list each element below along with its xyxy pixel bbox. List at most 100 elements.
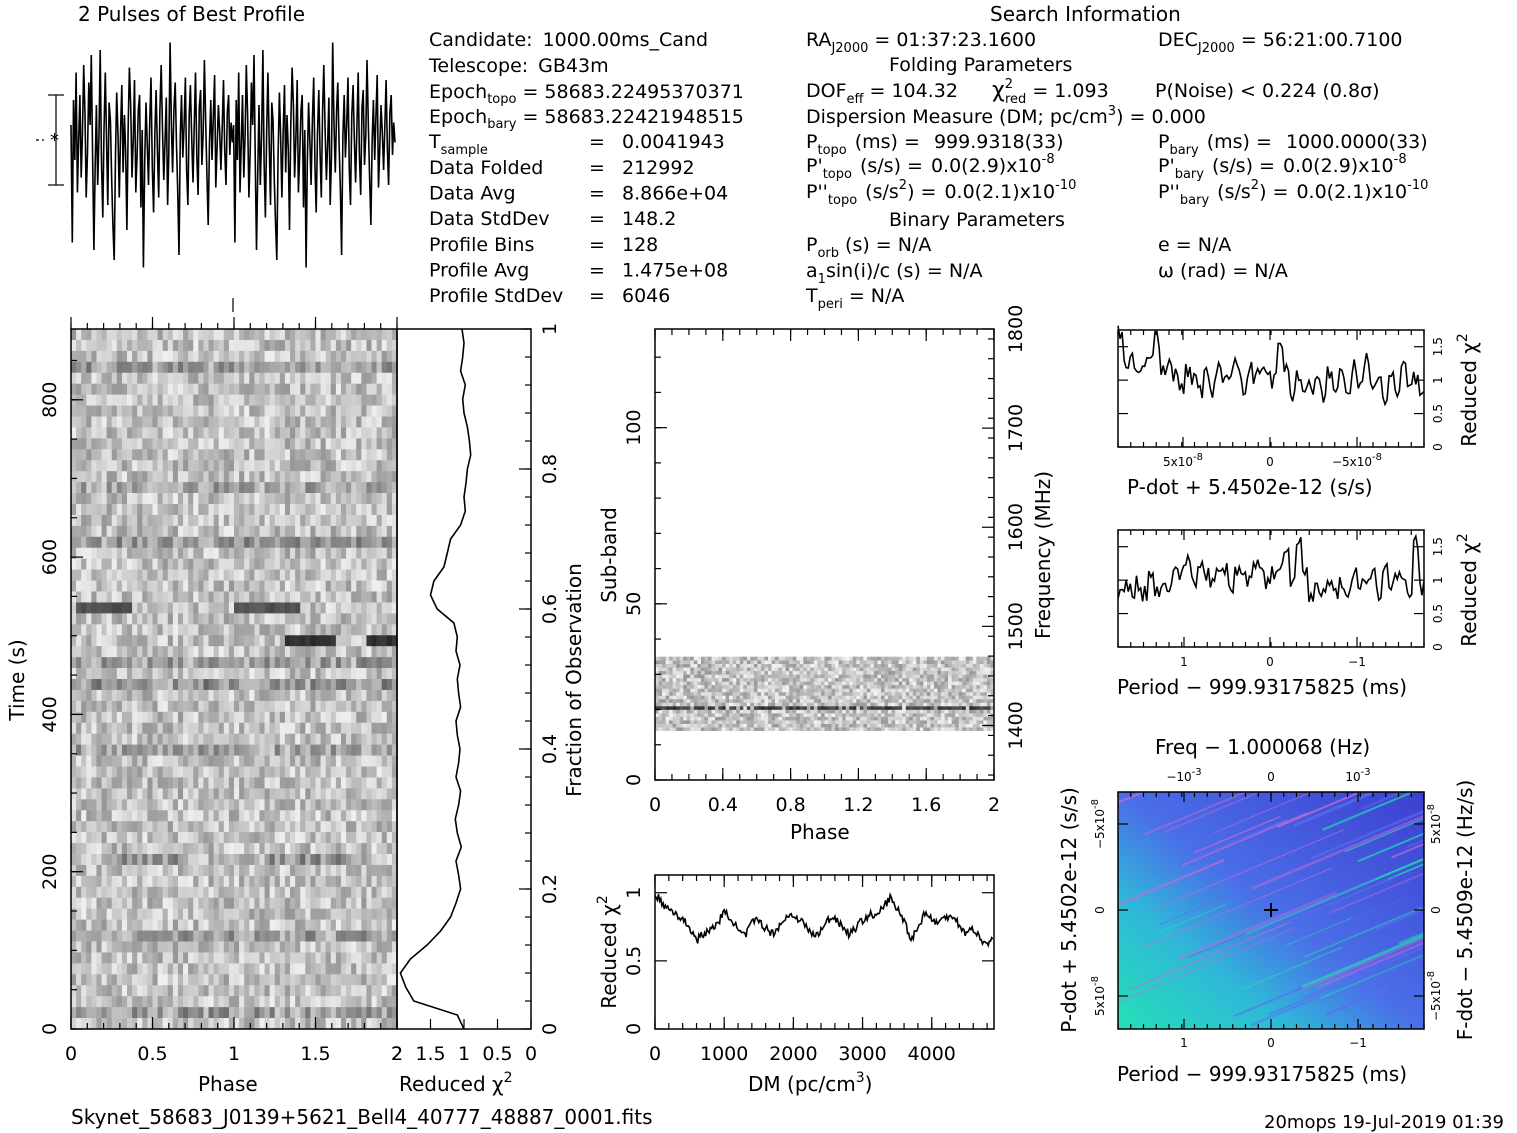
time-phase-cell [320,886,326,899]
time-phase-cell [81,427,87,439]
time-phase-cell [239,416,245,428]
time-phase-cell [335,460,342,472]
time-phase-cell [198,908,204,920]
time-phase-cell [340,372,347,384]
time-phase-cell [361,1007,367,1019]
time-phase-cell [284,372,291,384]
time-phase-cell [366,875,372,888]
time-phase-cell [106,832,113,844]
subband-cell [813,716,818,721]
time-phase-cell [325,766,332,778]
time-phase-cell [177,482,184,494]
time-phase-cell [325,843,332,855]
time-phase-cell [116,329,123,341]
time-phase-cell [223,514,230,527]
subband-cell [736,713,741,717]
time-phase-cell [193,1018,199,1030]
time-phase-cell [330,591,337,603]
time-phase-cell [290,547,296,559]
time-phase-cell [346,329,352,341]
time-phase-cell [172,952,179,964]
time-phase-cell [71,383,77,395]
time-phase-cell [264,788,270,800]
subband-cell [912,723,917,728]
subband-cell [778,720,783,724]
time-phase-cell [228,493,235,505]
time-phase-cell [325,350,332,363]
time-phase-cell [132,613,138,625]
time-phase-cell [279,733,286,745]
time-phase-cell [218,821,225,833]
time-phase-cell [218,689,225,702]
tperi-value: = N/A [849,285,905,307]
time-phase-cell [290,339,296,352]
time-phase-cell [127,482,133,494]
time-phase-cell [335,416,342,428]
time-phase-cell [305,558,311,570]
time-phase-cell [371,558,377,570]
time-phase-cell [162,788,169,800]
time-phase-cell [366,635,372,647]
time-phase-cell [137,471,143,483]
time-phase-cell [198,810,204,822]
time-phase-cell [264,777,270,789]
time-phase-cell [330,733,337,745]
time-chi-trace [399,328,472,1030]
time-phase-cell [351,635,357,647]
time-phase-cell [244,558,250,570]
time-phase-cell [91,897,97,909]
time-phase-cell [162,886,169,899]
time-phase-cell [244,613,250,625]
time-phase-cell [356,569,362,581]
time-phase-cell [223,558,230,570]
time-phase-cell [71,941,77,953]
time-phase-cell [213,602,220,614]
time-phase-cell [152,679,158,691]
time-phase-cell [198,602,204,614]
time-phase-cell [81,810,87,822]
time-phase-cell [315,613,321,625]
time-phase-cell [340,624,347,636]
subband-cell [983,716,988,721]
time-phase-cell [76,733,82,745]
time-phase-cell [356,558,362,570]
time-phase-cell [86,602,92,614]
time-phase-cell [386,919,393,931]
time-phase-cell [208,613,214,625]
time-phase-cell [259,886,265,899]
time-phase-cell [300,1018,306,1030]
time-phase-cell [325,558,332,570]
time-phase-cell [142,700,148,713]
time-phase-cell [310,394,316,406]
time-phase-cell [91,504,97,516]
pddbary-label: P'' [1158,181,1180,203]
time-phase-cell [142,329,148,341]
time-phase-cell [284,875,291,888]
time-phase-cell [351,963,357,975]
time-phase-cell [147,394,153,406]
subband-cell [958,713,963,717]
time-phase-cell [340,613,347,625]
time-phase-cell [76,821,82,833]
time-phase-cell [386,722,393,734]
time-phase-cell [137,547,143,559]
time-phase-cell [198,821,204,833]
time-phase-cell [203,766,209,778]
time-phase-cell [127,569,133,581]
time-phase-cell [351,591,357,603]
time-phase-cell [290,908,296,920]
subband-cell [704,716,709,721]
pdbary-sub: bary [1175,167,1205,182]
time-phase-cell [346,941,352,953]
time-phase-cell [188,919,194,931]
subband-cell [955,713,959,717]
subband-cell [729,709,733,714]
time-phase-cell [193,821,199,833]
time-phase-cell [142,875,148,888]
time-phase-cell [147,635,153,647]
time-phase-cell [76,952,82,964]
time-phase-cell [188,810,194,822]
time-phase-cell [239,689,245,702]
time-phase-cell [188,832,194,844]
